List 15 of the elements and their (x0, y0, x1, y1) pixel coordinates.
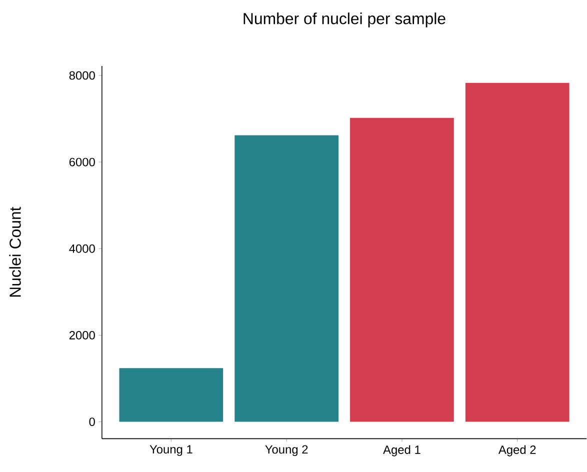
y-tick-label: 8000 (69, 71, 95, 80)
y-tick-label: 4000 (69, 244, 95, 254)
y-axis-title: Nuclei Count (9, 207, 21, 297)
x-tick-label: Aged 2 (498, 445, 536, 457)
y-tick-label: 6000 (69, 158, 95, 166)
y-tick-label: 0 (89, 418, 95, 426)
chart-title: Number of nuclei per sample (244, 12, 446, 28)
y-tick-label: 2000 (69, 331, 95, 340)
x-tick-label: Aged 1 (383, 445, 420, 457)
bar (234, 135, 338, 422)
x-tick-label: Young 1 (150, 445, 192, 456)
bar (350, 118, 454, 422)
bar (119, 368, 224, 422)
bar (465, 82, 570, 422)
x-tick-label: Young 2 (265, 445, 308, 456)
